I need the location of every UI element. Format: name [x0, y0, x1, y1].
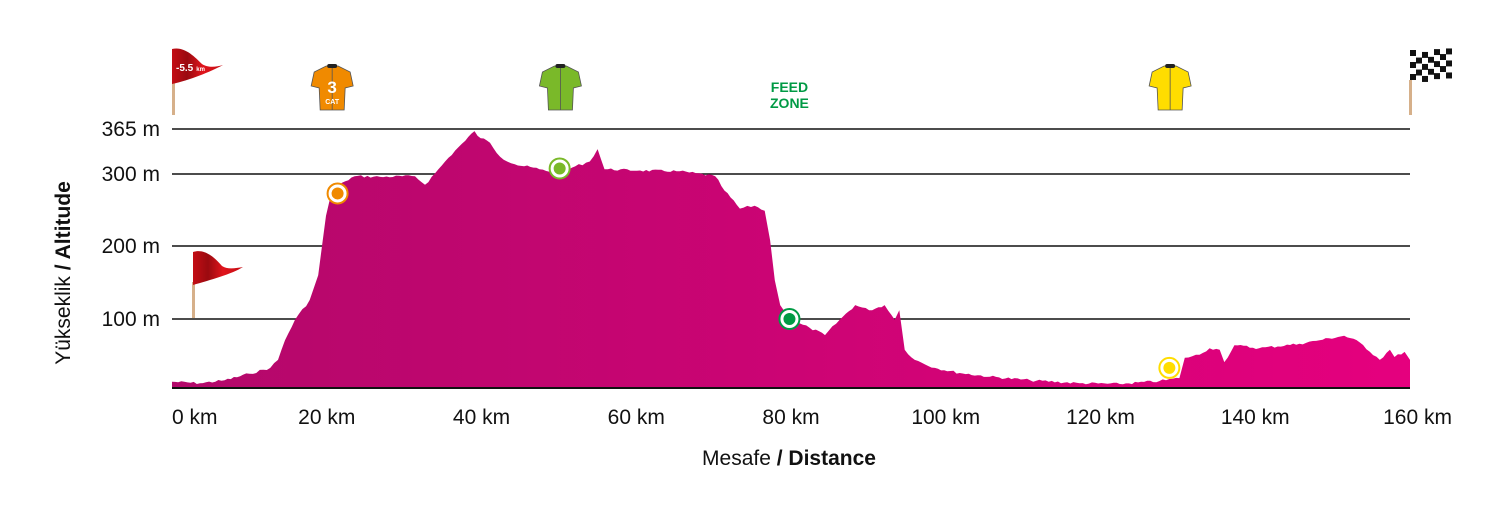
x-tick-label: 40 km — [453, 406, 510, 429]
flag-square — [1428, 62, 1434, 69]
flag-square — [1434, 73, 1440, 80]
marker-dot — [553, 162, 566, 175]
jersey-category: CAT — [325, 99, 340, 106]
flag-square — [1434, 61, 1440, 68]
y-axis-label: Yükseklik / Altitude — [52, 181, 75, 365]
flag-square — [1434, 55, 1440, 62]
flag-square — [1440, 72, 1446, 79]
y-tick-label: 200 m — [102, 235, 160, 258]
flag-square — [1410, 74, 1416, 80]
flag-square — [1410, 56, 1416, 62]
x-tick-label: 80 km — [762, 406, 819, 429]
y-tick-label: 365 m — [102, 118, 160, 141]
neutral-start-distance: -5.5 km — [176, 63, 205, 74]
y-tick-labels: 100 m 200 m 300 m 365 m — [102, 118, 160, 331]
flag-square — [1410, 62, 1416, 68]
x-axis-label-bold: / Distance — [771, 447, 876, 470]
flag-square — [1410, 68, 1416, 74]
x-tick-label: 20 km — [298, 406, 355, 429]
marker-dot — [1163, 361, 1176, 374]
y-axis-label-normal: Yükseklik — [52, 276, 75, 365]
marker-climb-cat3 — [326, 182, 349, 205]
x-axis-label: Mesafe / Distance — [702, 447, 876, 470]
marker-feed-zone — [778, 308, 801, 330]
jersey-icon — [1148, 64, 1192, 111]
flag-square — [1422, 63, 1428, 70]
flag-square — [1416, 69, 1422, 76]
marker-dot — [783, 313, 796, 325]
flag-square — [1446, 72, 1452, 79]
flag-square — [1446, 66, 1452, 73]
flag-square — [1434, 49, 1440, 56]
flag-square — [1422, 69, 1428, 76]
flag-square — [1422, 75, 1428, 82]
flag-square — [1440, 66, 1446, 73]
flag-square — [1416, 63, 1422, 70]
neutral-start-unit: km — [196, 67, 205, 73]
finish-flag-icon — [1409, 48, 1452, 115]
flag-pole — [172, 80, 175, 115]
y-tick-label: 100 m — [102, 308, 160, 331]
marker-dot — [331, 187, 344, 200]
flag-square — [1416, 51, 1422, 58]
jersey-icon: 3 CAT — [310, 64, 354, 111]
elevation-area — [172, 131, 1410, 388]
jersey-collar — [555, 64, 566, 68]
y-tick-label: 300 m — [102, 163, 160, 186]
flag-square — [1422, 51, 1428, 58]
y-axis-label-bold: / Altitude — [52, 181, 75, 276]
feed-zone-line1: FEED — [771, 79, 808, 95]
flag-square — [1440, 54, 1446, 61]
flag-square — [1440, 60, 1446, 67]
x-tick-label: 0 km — [172, 406, 218, 429]
x-tick-label: 100 km — [911, 406, 980, 429]
flag-square — [1428, 74, 1434, 81]
flag-pole — [1409, 80, 1412, 115]
jersey-icon — [538, 64, 582, 111]
flag-square — [1446, 48, 1452, 55]
flag-square — [1410, 50, 1416, 56]
x-tick-labels: 0 km 20 km 40 km 60 km 80 km 100 km 120 km 140 … — [172, 406, 1452, 429]
neutral-start-value: -5.5 — [176, 63, 194, 74]
marker-sprint — [548, 157, 571, 180]
flag-square — [1434, 67, 1440, 74]
flag-cloth — [172, 48, 223, 84]
flag-square — [1428, 50, 1434, 57]
flag-square — [1446, 54, 1452, 61]
x-tick-label: 120 km — [1066, 406, 1135, 429]
x-axis-label-normal: Mesafe — [702, 447, 771, 470]
jersey-number: 3 — [327, 78, 336, 97]
flag-square — [1416, 57, 1422, 64]
flag-square — [1428, 68, 1434, 75]
x-tick-label: 60 km — [608, 406, 665, 429]
jersey-collar — [327, 64, 338, 68]
x-tick-label: 140 km — [1221, 406, 1290, 429]
x-tick-label: 160 km — [1383, 406, 1452, 429]
flag-square — [1446, 60, 1452, 67]
flag-square — [1428, 56, 1434, 63]
flag-square — [1440, 48, 1446, 55]
flag-square — [1416, 75, 1422, 82]
jersey-collar — [1165, 64, 1176, 68]
marker-bonus — [1158, 356, 1181, 379]
profile-markers — [326, 157, 1181, 379]
feed-zone-line2: ZONE — [770, 95, 809, 111]
start-flag-icon — [192, 251, 243, 318]
flag-square — [1422, 57, 1428, 64]
neutral-start-flag-icon: -5.5 km — [172, 48, 223, 115]
